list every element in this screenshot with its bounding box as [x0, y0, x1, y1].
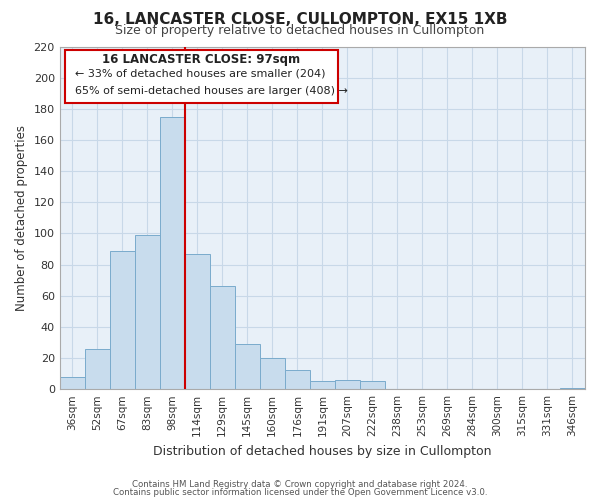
Bar — [235, 344, 260, 389]
Bar — [110, 250, 135, 389]
Text: Size of property relative to detached houses in Cullompton: Size of property relative to detached ho… — [115, 24, 485, 37]
Bar — [59, 376, 85, 389]
Bar — [310, 382, 335, 389]
Text: 16, LANCASTER CLOSE, CULLOMPTON, EX15 1XB: 16, LANCASTER CLOSE, CULLOMPTON, EX15 1X… — [93, 12, 507, 28]
Bar — [260, 358, 285, 389]
Text: 16 LANCASTER CLOSE: 97sqm: 16 LANCASTER CLOSE: 97sqm — [103, 54, 301, 66]
Text: ← 33% of detached houses are smaller (204): ← 33% of detached houses are smaller (20… — [76, 69, 326, 79]
Bar — [185, 254, 210, 389]
Text: Contains public sector information licensed under the Open Government Licence v3: Contains public sector information licen… — [113, 488, 487, 497]
Bar — [335, 380, 360, 389]
Text: Contains HM Land Registry data © Crown copyright and database right 2024.: Contains HM Land Registry data © Crown c… — [132, 480, 468, 489]
Y-axis label: Number of detached properties: Number of detached properties — [15, 125, 28, 311]
Bar — [135, 235, 160, 389]
Bar — [85, 348, 110, 389]
FancyBboxPatch shape — [65, 50, 338, 103]
X-axis label: Distribution of detached houses by size in Cullompton: Distribution of detached houses by size … — [153, 444, 491, 458]
Bar — [210, 286, 235, 389]
Bar — [360, 382, 385, 389]
Bar — [285, 370, 310, 389]
Bar — [560, 388, 585, 389]
Text: 65% of semi-detached houses are larger (408) →: 65% of semi-detached houses are larger (… — [76, 86, 349, 96]
Bar — [160, 116, 185, 389]
